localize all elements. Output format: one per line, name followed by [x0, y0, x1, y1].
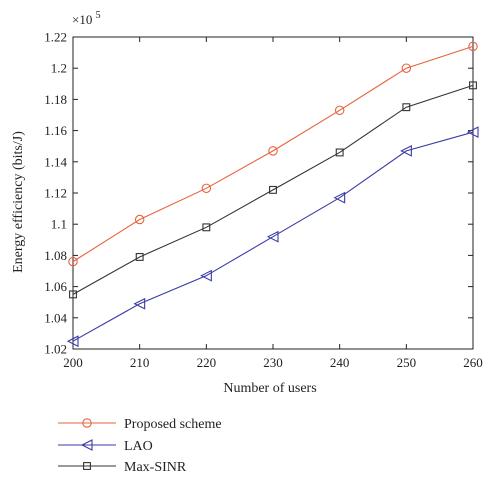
x-tick-label: 200 — [63, 355, 83, 370]
y-axis-exponent-base: ×10 — [72, 12, 92, 27]
legend-label: Proposed scheme — [124, 417, 222, 432]
data-point-marker — [68, 256, 78, 267]
data-point-marker — [266, 230, 279, 243]
legend: Proposed scheme LAO Max-SINR — [58, 417, 222, 475]
y-tick-label: 1.02 — [44, 342, 67, 357]
data-point-marker — [134, 214, 145, 225]
series-line — [72, 131, 474, 342]
legend-item: Proposed scheme — [58, 417, 222, 432]
data-point-marker — [135, 253, 144, 261]
data-point-marker — [202, 223, 211, 232]
y-axis-exponent: ×10 5 — [72, 10, 101, 27]
x-tick-label: 250 — [397, 355, 417, 370]
series-proposed-scheme — [68, 41, 478, 267]
y-tick-label: 1.22 — [44, 30, 67, 45]
x-tick-label: 260 — [463, 355, 483, 370]
y-tick-label: 1.08 — [44, 248, 67, 263]
y-tick-label: 1.16 — [44, 123, 67, 138]
data-point-marker — [468, 41, 478, 52]
y-tick-label: 1.1 — [51, 217, 67, 232]
y-tick-label: 1.14 — [44, 154, 67, 169]
x-tick-label: 220 — [197, 355, 217, 370]
series-max-sinr — [69, 81, 477, 299]
legend-marker — [82, 418, 92, 428]
data-point-marker — [66, 335, 79, 348]
y-tick-label: 1.2 — [51, 61, 67, 76]
data-point-marker — [201, 183, 212, 194]
x-tick-label: 210 — [130, 355, 150, 370]
data-point-marker — [400, 144, 412, 157]
legend-marker — [83, 462, 91, 470]
data-point-marker — [401, 63, 412, 73]
data-point-marker — [269, 185, 277, 194]
legend-item: LAO — [58, 439, 153, 454]
data-point-marker — [334, 105, 345, 116]
y-axis-exponent-power: 5 — [96, 10, 101, 21]
series-line — [72, 84, 474, 295]
series-lao — [66, 126, 479, 348]
data-point-marker — [133, 297, 146, 310]
y-tick-label: 1.06 — [44, 279, 67, 294]
x-tick-label: 240 — [330, 355, 350, 370]
x-axis-label: Number of users — [223, 381, 316, 396]
data-point-marker — [268, 146, 278, 156]
x-tick-label: 230 — [263, 355, 283, 370]
y-tick-label: 1.12 — [44, 186, 67, 201]
series-line — [72, 45, 474, 263]
legend-marker — [80, 439, 93, 451]
legend-label: LAO — [124, 439, 153, 454]
legend-item: Max-SINR — [58, 460, 187, 475]
data-point-marker — [466, 126, 479, 139]
data-point-marker — [69, 290, 77, 299]
y-axis-label: Energy efficiency (bits/J) — [11, 131, 26, 273]
y-tick-label: 1.04 — [44, 310, 67, 325]
data-point-marker — [402, 103, 411, 112]
data-point-marker — [335, 148, 344, 157]
data-point-marker — [200, 269, 212, 282]
legend-label: Max-SINR — [124, 460, 187, 475]
data-point-marker — [469, 81, 477, 90]
y-tick-label: 1.18 — [44, 92, 67, 107]
data-point-marker — [333, 191, 346, 204]
